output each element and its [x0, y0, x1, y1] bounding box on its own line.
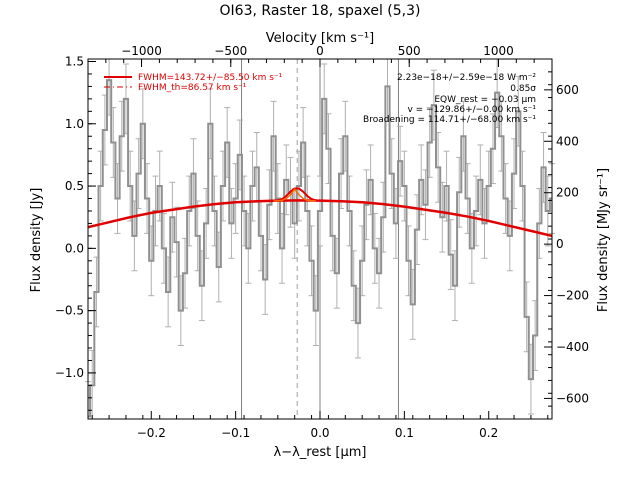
velocity-axis-label: Velocity [km s⁻¹]: [266, 31, 374, 46]
fit-annotations: 2.23e−18+/−2.59e−18 W m⁻² 0.85σ EQW_rest…: [363, 73, 536, 125]
legend-label-fwhm-th: FWHM_th=86.57 km s⁻¹: [138, 83, 247, 93]
annotation-velocity: v = −129.86+/−0.00 km s⁻¹: [407, 105, 536, 115]
y2-tick-label: 400: [556, 134, 579, 148]
x-tick-label: 0.0: [310, 426, 329, 440]
velocity-tick-label: −500: [214, 44, 247, 58]
velocity-tick-label: 0: [316, 44, 324, 58]
velocity-tick-label: 500: [398, 44, 421, 58]
y2-tick-label: 600: [556, 83, 579, 97]
y-tick-label: −1.0: [55, 366, 84, 380]
y2-tick-label: 200: [556, 186, 579, 200]
annotation-sigma: 0.85σ: [510, 84, 536, 94]
y2-tick-label: −600: [556, 391, 589, 405]
x-tick-label: −0.1: [221, 426, 250, 440]
y-tick-label: −0.5: [55, 304, 84, 318]
gaussian-component: [273, 187, 316, 202]
spectrum-line: [88, 79, 552, 418]
legend-label-fwhm: FWHM=143.72+/−85.50 km s⁻¹: [138, 73, 283, 83]
y-tick-label: 1.0: [65, 117, 84, 131]
total-fit: [269, 187, 321, 202]
y2-tick-label: −400: [556, 340, 589, 354]
velocity-tick-label: 1000: [483, 44, 514, 58]
y2-tick-label: 0: [556, 237, 564, 251]
annotation-flux: 2.23e−18+/−2.59e−18 W m⁻²: [397, 73, 536, 83]
y-axis-label: Flux density [Jy]: [29, 188, 44, 293]
chart-title: OI63, Raster 18, spaxel (5,3): [220, 3, 421, 19]
x-tick-label: −0.2: [137, 426, 166, 440]
plot-area: −0.2 −0.1 0.0 0.1 0.2 −1000 −500 0 500 1000 −1.0 −0…: [55, 44, 589, 440]
velocity-tick-label: −1000: [121, 44, 162, 58]
y-tick-label: 1.5: [65, 54, 84, 68]
y-tick-label: 0.5: [65, 179, 84, 193]
x-axis-label: λ−λ_rest [μm]: [274, 445, 367, 460]
y2-axis-label: Flux density [MJy sr⁻¹]: [596, 168, 611, 312]
annotation-broadening: Broadening = 114.71+/−68.00 km s⁻¹: [363, 115, 536, 125]
annotation-eqw: EQW_rest = −0.03 μm: [434, 95, 536, 105]
y-tick-label: 0.0: [65, 241, 84, 255]
y2-tick-label: −200: [556, 289, 589, 303]
x-tick-label: 0.1: [395, 426, 414, 440]
x-tick-label: 0.2: [479, 426, 498, 440]
legend: FWHM=143.72+/−85.50 km s⁻¹ FWHM_th=86.57…: [104, 73, 283, 93]
